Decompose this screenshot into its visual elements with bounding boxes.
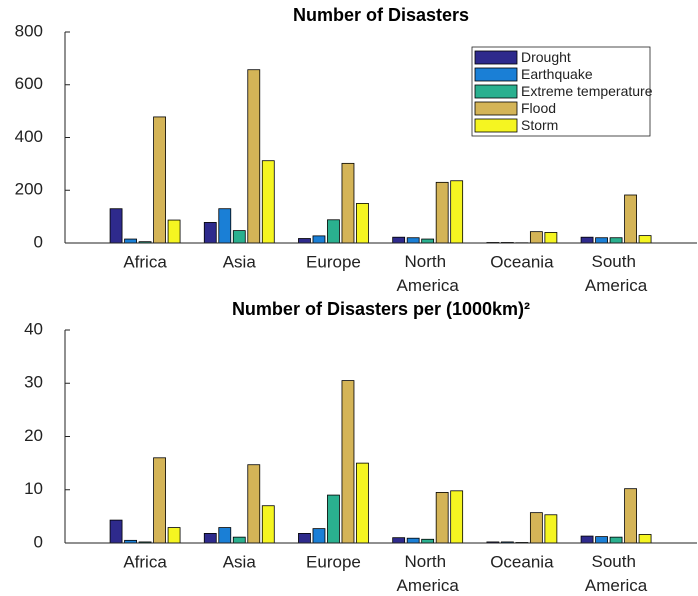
bar: [356, 462, 369, 544]
legend-label: Flood: [521, 100, 556, 116]
x-tick-label: Asia: [223, 552, 257, 571]
bar: [624, 488, 637, 544]
chart-title: Number of Disasters per (1000km)²: [232, 299, 530, 319]
bar: [421, 238, 435, 244]
legend-label: Earthquake: [521, 66, 593, 82]
bar: [544, 232, 558, 244]
bar: [544, 514, 558, 544]
bar: [327, 494, 340, 544]
bar: [167, 219, 181, 244]
bar: [203, 222, 217, 244]
bar: [595, 536, 608, 544]
bar: [392, 537, 406, 544]
y-tick-label: 30: [24, 373, 43, 392]
bar: [261, 505, 275, 544]
bar: [580, 535, 594, 544]
bar: [247, 464, 261, 544]
x-tick-label: Oceania: [490, 552, 554, 571]
y-tick-label: 400: [15, 127, 43, 146]
bar: [261, 160, 275, 244]
bar: [341, 380, 355, 544]
bar: [435, 492, 449, 544]
bar: [218, 527, 232, 544]
bar: [356, 203, 369, 244]
bar: [124, 238, 137, 244]
bar: [341, 162, 355, 244]
x-tick-label: Oceania: [490, 252, 554, 271]
bar: [232, 536, 246, 544]
bar: [529, 512, 543, 544]
bar: [406, 537, 420, 544]
bar: [298, 238, 311, 244]
bar: [327, 219, 340, 244]
x-tick-label: North America: [396, 552, 459, 595]
bar: [421, 538, 435, 544]
legend-swatch: [474, 118, 518, 133]
bar: [153, 116, 166, 244]
y-tick-label: 0: [34, 532, 43, 551]
bar: [218, 208, 232, 244]
x-tick-label: Africa: [123, 552, 167, 571]
bar: [109, 208, 123, 244]
legend-label: Extreme temperature: [521, 83, 653, 99]
y-tick-label: 40: [24, 319, 43, 338]
bar: [638, 534, 652, 544]
x-tick-label: Asia: [223, 252, 257, 271]
bar: [609, 237, 623, 244]
bar: [638, 235, 652, 244]
bar: [595, 237, 608, 244]
y-tick-label: 10: [24, 479, 43, 498]
x-tick-label: South America: [585, 552, 648, 595]
y-tick-label: 0: [34, 232, 43, 251]
bar: [153, 457, 166, 544]
bar: [450, 180, 464, 244]
bar: [406, 237, 420, 244]
legend-swatch: [474, 50, 518, 65]
bar: [609, 536, 623, 544]
bar: [203, 533, 217, 544]
legend-label: Storm: [521, 117, 558, 133]
y-tick-label: 200: [15, 180, 43, 199]
bar: [109, 519, 123, 544]
y-tick-label: 600: [15, 74, 43, 93]
x-tick-label: North America: [396, 252, 459, 295]
bar: [312, 528, 326, 544]
bar: [247, 69, 261, 244]
bar: [232, 230, 246, 244]
legend-swatch: [474, 84, 518, 99]
legend-swatch: [474, 101, 518, 116]
chart-title: Number of Disasters: [293, 5, 469, 25]
y-tick-label: 20: [24, 426, 43, 445]
bar: [580, 236, 594, 244]
legend-label: Drought: [521, 49, 571, 65]
bar: [298, 533, 311, 544]
bar: [624, 194, 637, 244]
x-tick-label: Europe: [306, 252, 361, 271]
x-tick-label: South America: [585, 252, 648, 295]
bar: [392, 236, 406, 244]
y-tick-label: 800: [15, 21, 43, 40]
bar: [529, 231, 543, 244]
x-tick-label: Africa: [123, 252, 167, 271]
legend-swatch: [474, 67, 518, 82]
x-tick-label: Europe: [306, 552, 361, 571]
bar: [312, 235, 326, 244]
bar: [167, 527, 181, 544]
bar: [450, 490, 464, 544]
bar: [435, 181, 449, 244]
